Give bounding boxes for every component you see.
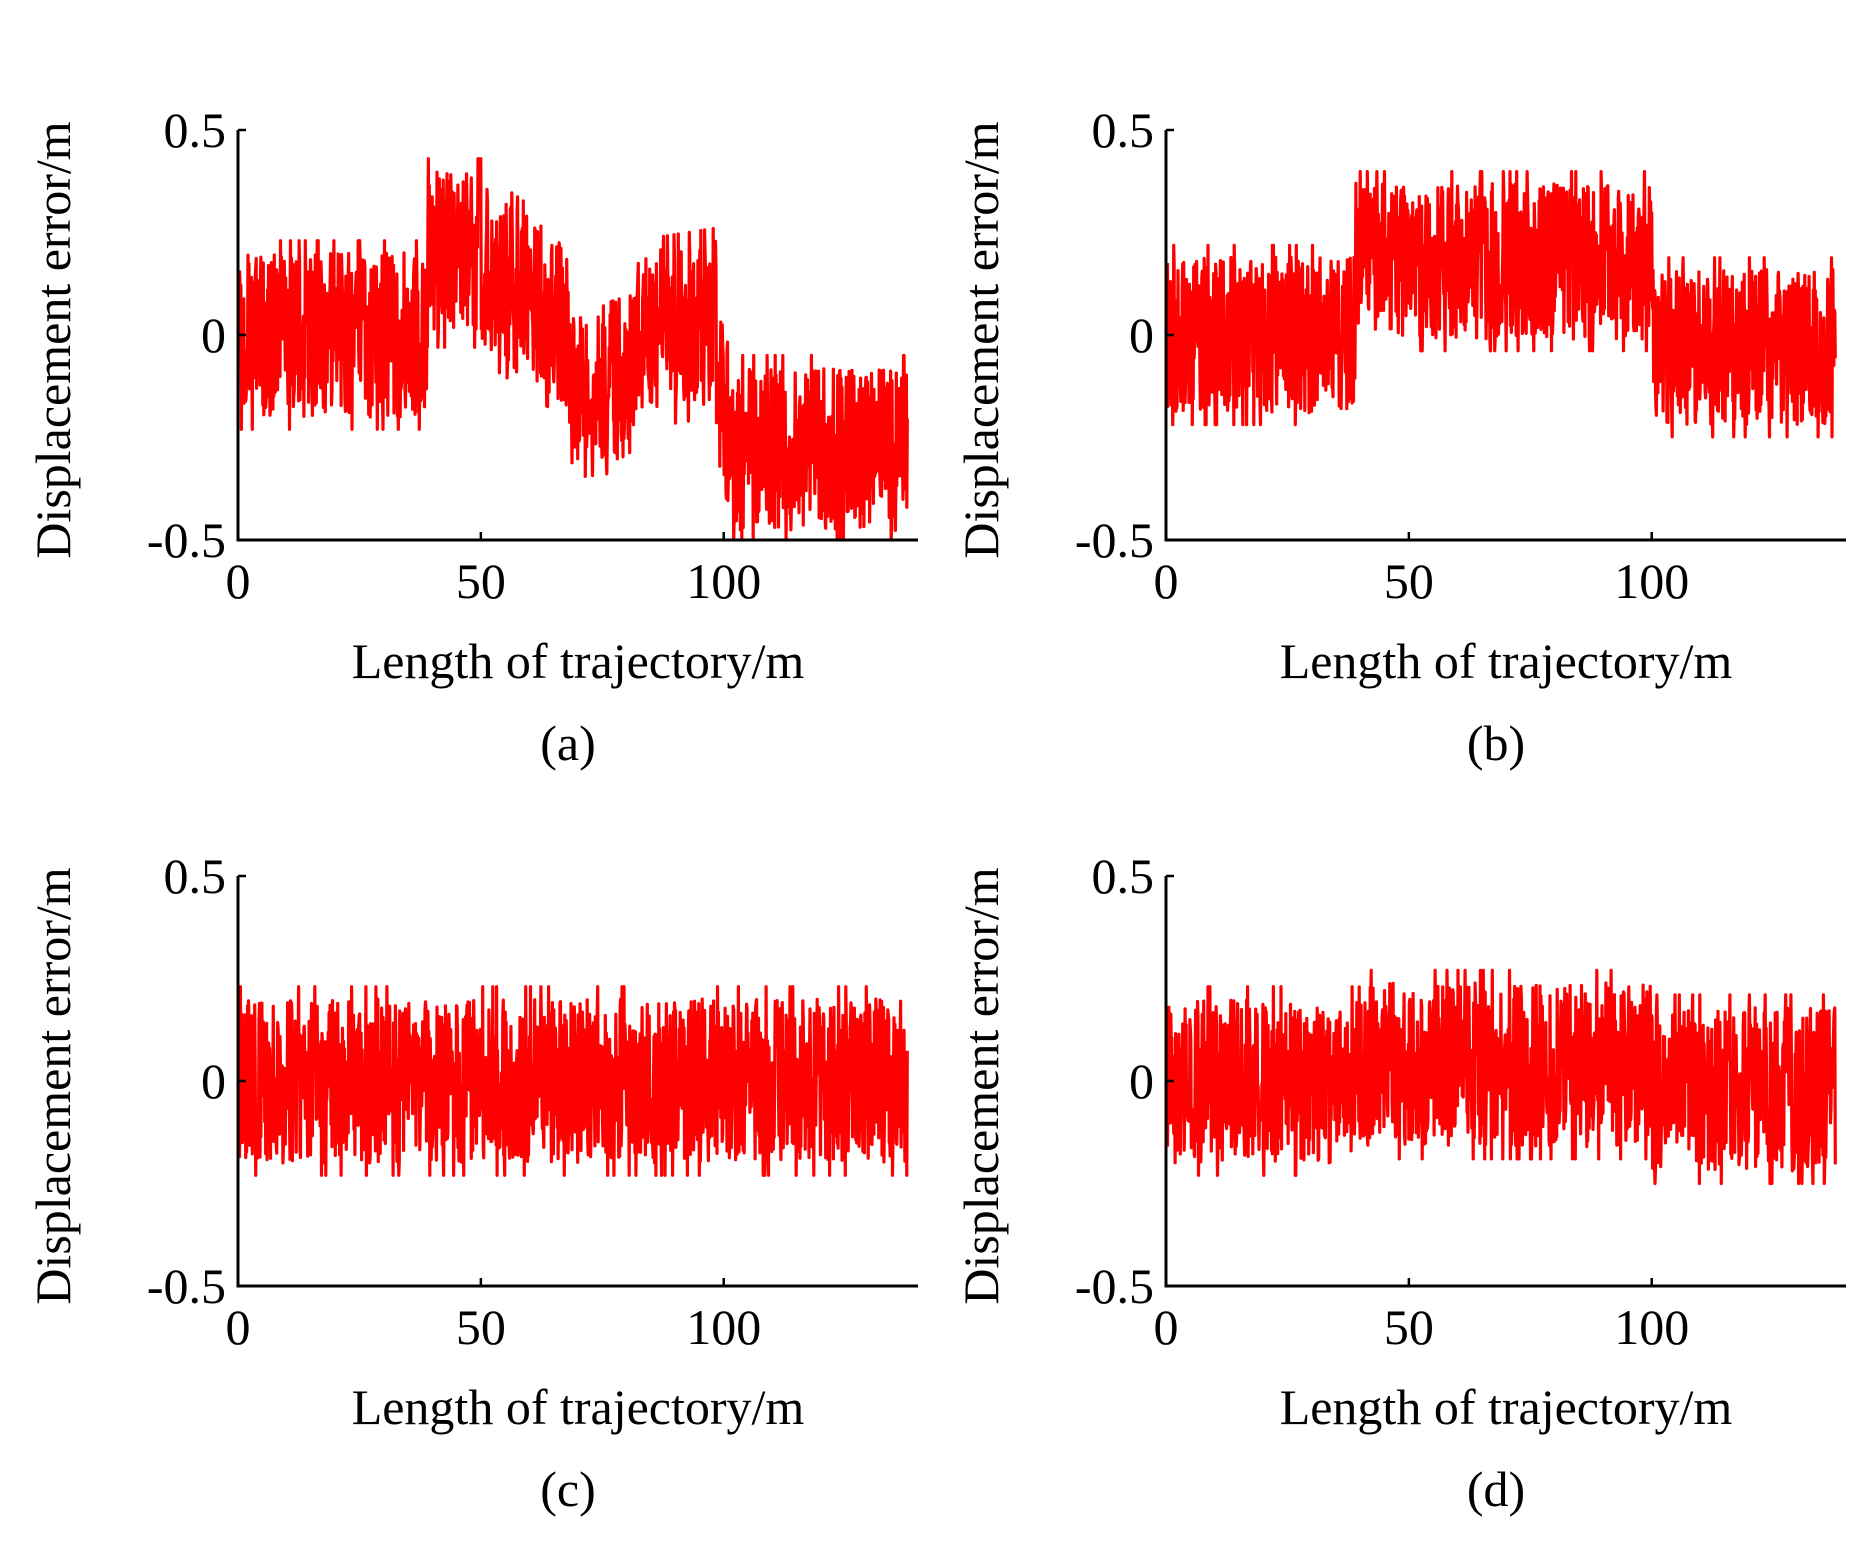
y-tick-label: -0.5 (147, 512, 226, 568)
panel-caption: (d) (1467, 1461, 1525, 1517)
y-tick-label: -0.5 (1075, 1258, 1154, 1314)
y-tick-label: 0 (1129, 1053, 1154, 1109)
x-axis-label: Length of trajectory/m (352, 1379, 805, 1435)
x-tick-label: 0 (1154, 553, 1179, 609)
x-tick-label: 100 (1614, 553, 1689, 609)
x-tick-label: 100 (686, 553, 761, 609)
x-tick-label: 50 (1384, 553, 1434, 609)
series-line (1165, 968, 1837, 1186)
x-tick-label: 100 (686, 1299, 761, 1355)
y-tick-label: -0.5 (1075, 512, 1154, 568)
x-tick-label: 0 (226, 1299, 251, 1355)
y-tick-label: -0.5 (147, 1258, 226, 1314)
x-tick-label: 0 (226, 553, 251, 609)
x-tick-label: 50 (456, 553, 506, 609)
y-tick-label: 0.5 (164, 848, 227, 904)
panel-caption: (c) (540, 1461, 596, 1517)
y-axis-label: Displacement error/m (953, 867, 1009, 1304)
y-tick-label: 0 (201, 307, 226, 363)
y-tick-label: 0.5 (1092, 848, 1155, 904)
x-tick-label: 0 (1154, 1299, 1179, 1355)
y-axis-label: Displacement error/m (25, 867, 81, 1304)
y-axis-label: Displacement error/m (25, 121, 81, 558)
x-axis-label: Length of trajectory/m (1280, 1379, 1733, 1435)
series-line (237, 985, 909, 1177)
y-tick-label: 0.5 (164, 102, 227, 158)
series-line (237, 157, 909, 542)
x-tick-label: 50 (1384, 1299, 1434, 1355)
x-axis-label: Length of trajectory/m (352, 633, 805, 689)
y-tick-label: 0.5 (1092, 102, 1155, 158)
y-tick-label: 0 (1129, 307, 1154, 363)
panel-caption: (a) (540, 715, 596, 771)
x-tick-label: 50 (456, 1299, 506, 1355)
x-axis-label: Length of trajectory/m (1280, 633, 1733, 689)
x-tick-label: 100 (1614, 1299, 1689, 1355)
series-line (1165, 170, 1837, 439)
y-axis-label: Displacement error/m (953, 121, 1009, 558)
panel-caption: (b) (1467, 715, 1525, 771)
y-tick-label: 0 (201, 1053, 226, 1109)
